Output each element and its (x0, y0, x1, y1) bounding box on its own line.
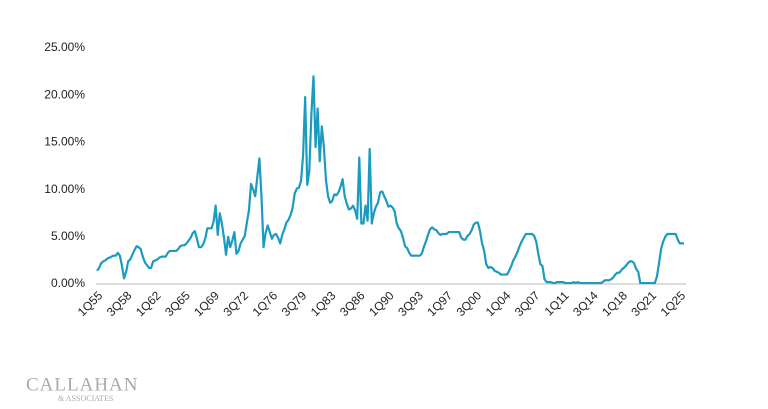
x-tick-label: 1Q90 (366, 288, 397, 319)
x-tick-label: 1Q04 (483, 288, 514, 319)
y-tick-label: 15.00% (44, 135, 85, 149)
x-tick-label: 1Q18 (599, 288, 630, 319)
logo-name: CALLAHAN (26, 374, 139, 395)
x-tick-label: 1Q62 (133, 288, 164, 319)
y-tick-label: 5.00% (51, 229, 85, 243)
x-tick-label: 3Q93 (395, 288, 426, 319)
x-tick-label: 1Q11 (542, 288, 572, 318)
x-tick-label: 3Q07 (512, 288, 543, 319)
y-tick-label: 10.00% (44, 182, 85, 196)
logo-tagline: & ASSOCIATES (58, 394, 113, 403)
x-tick-label: 1Q25 (658, 288, 689, 319)
x-tick-label: 3Q21 (628, 288, 659, 319)
x-tick-label: 1Q55 (75, 288, 106, 319)
x-tick-label: 3Q79 (279, 288, 310, 319)
x-tick-label: 3Q72 (220, 288, 251, 319)
line-series (96, 75, 684, 285)
x-tick-label: 3Q65 (162, 288, 193, 319)
x-tick-label: 1Q97 (424, 288, 455, 319)
y-tick-label: 0.00% (51, 276, 85, 290)
x-tick-label: 3Q86 (337, 288, 368, 319)
y-tick-label: 25.00% (44, 40, 85, 54)
x-tick-label: 1Q83 (308, 288, 339, 319)
x-tick-label: 1Q76 (250, 288, 281, 319)
x-tick-label: 3Q58 (104, 288, 135, 319)
x-tick-label: 3Q14 (570, 288, 601, 319)
y-tick-label: 20.00% (44, 87, 85, 101)
x-tick-label: 1Q69 (191, 288, 222, 319)
x-tick-label: 3Q00 (454, 288, 485, 319)
